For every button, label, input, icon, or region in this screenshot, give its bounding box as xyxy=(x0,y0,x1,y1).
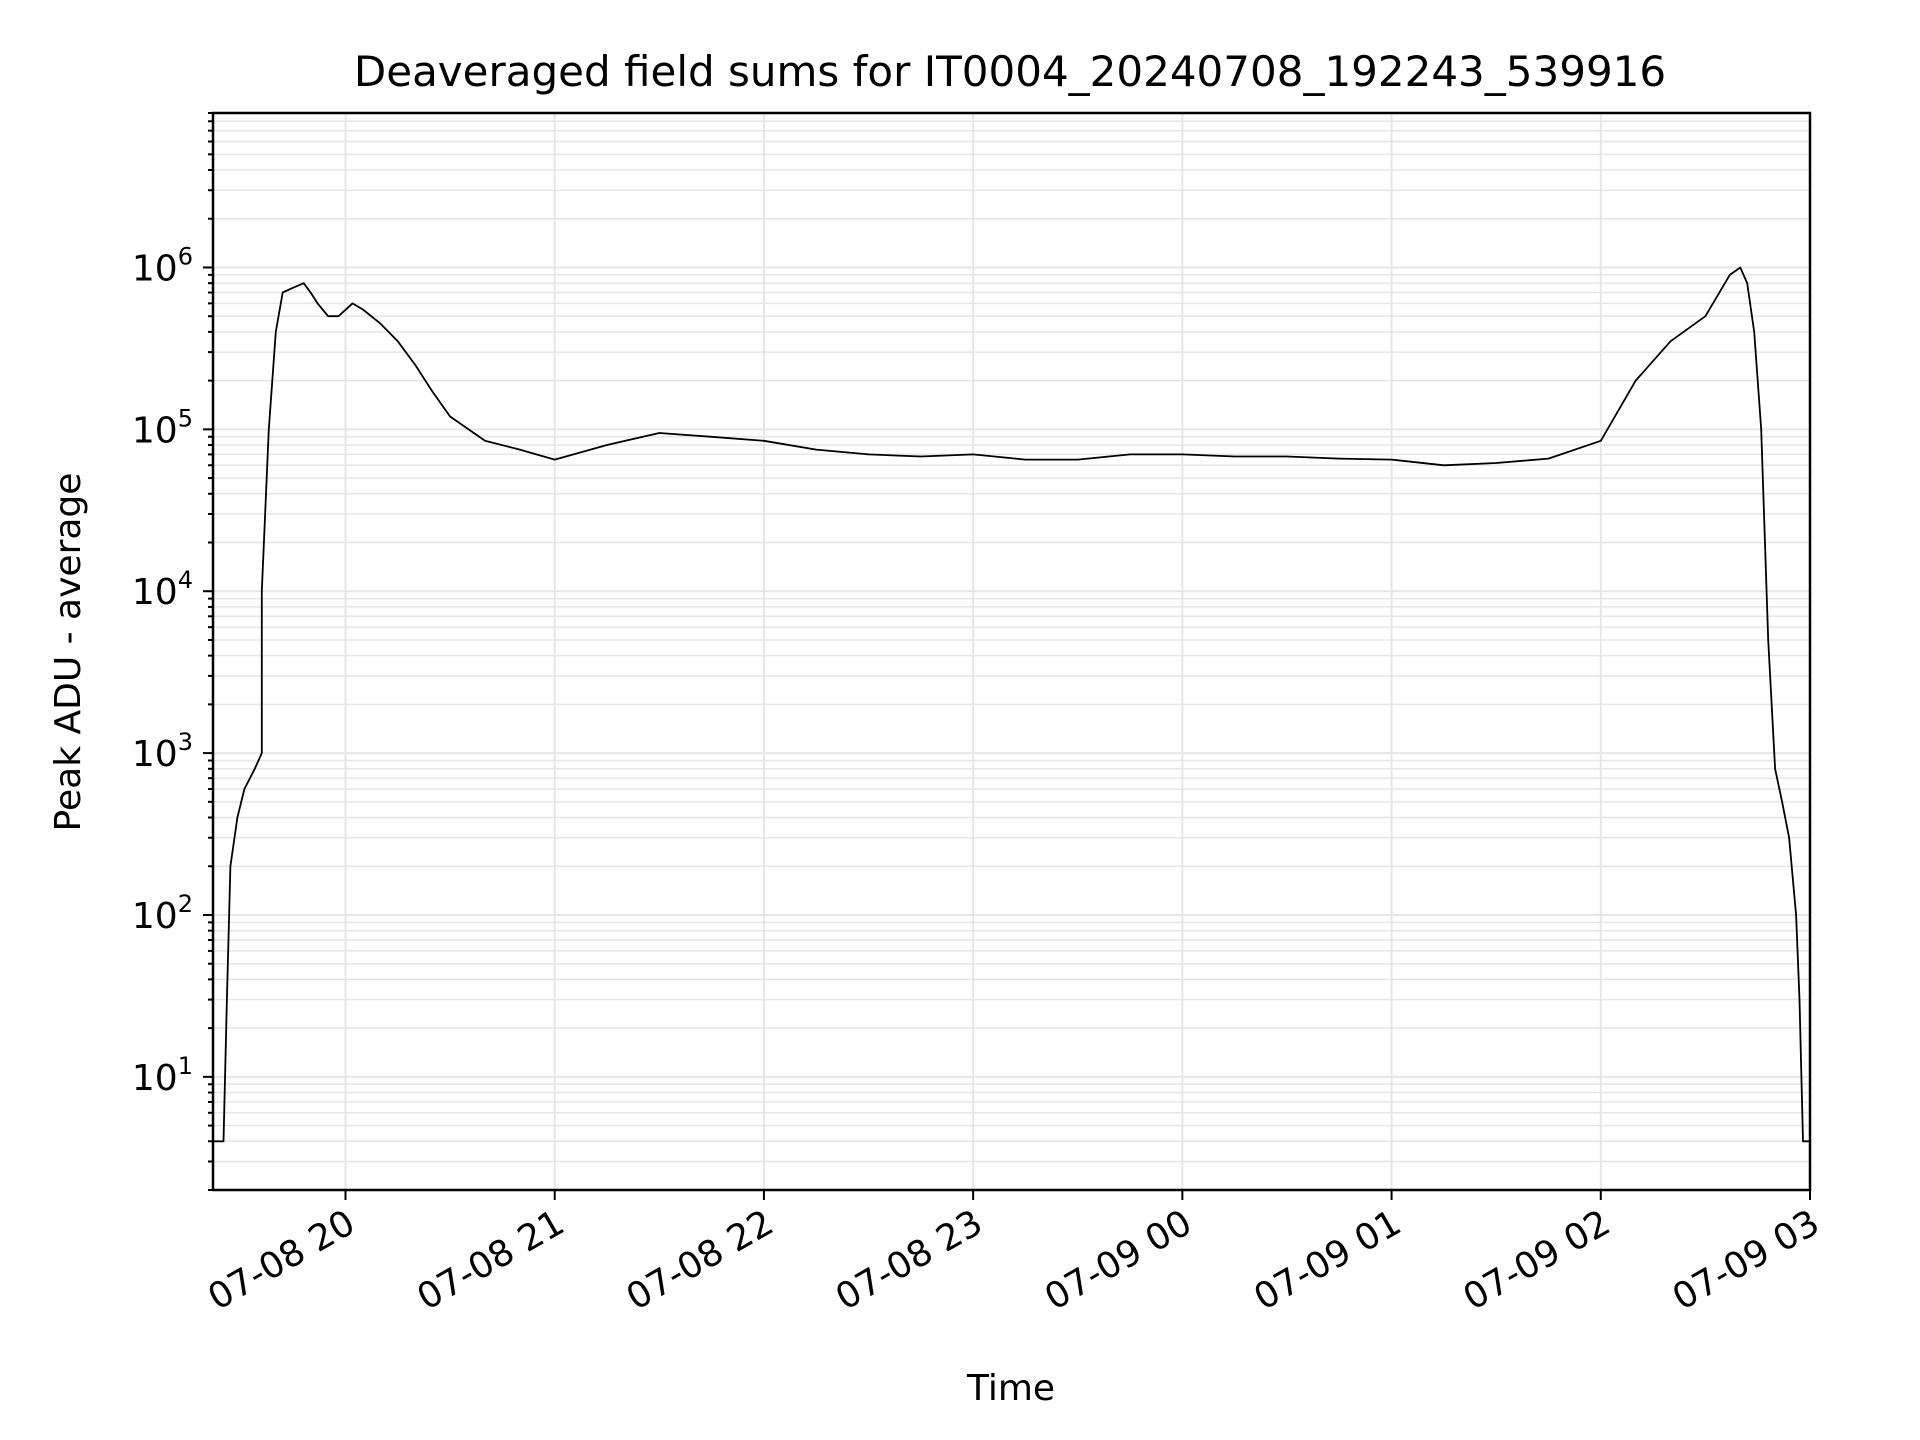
y-tick-label: 101 xyxy=(132,1052,193,1099)
y-tick-label: 106 xyxy=(132,242,193,289)
y-axis-label: Peak ADU - average xyxy=(48,473,89,832)
y-tick-label: 104 xyxy=(132,566,193,613)
series-line xyxy=(213,266,1810,1143)
y-tick-exponent: 3 xyxy=(178,728,193,756)
y-tick-exponent: 5 xyxy=(178,404,193,432)
y-tick-exponent: 2 xyxy=(178,890,193,918)
chart-title: Deaveraged field sums for IT0004_2024070… xyxy=(354,47,1666,96)
x-axis-label: Time xyxy=(966,1368,1055,1409)
y-tick-label: 102 xyxy=(132,890,193,937)
plot-frame xyxy=(211,111,1812,1192)
y-tick-exponent: 4 xyxy=(178,566,193,594)
y-tick-label: 103 xyxy=(132,728,193,775)
y-tick-base: 10 xyxy=(132,734,178,775)
grid xyxy=(213,112,1811,1191)
y-tick-base: 10 xyxy=(132,572,178,613)
y-tick-label: 105 xyxy=(132,404,193,451)
y-tick-base: 10 xyxy=(132,410,178,451)
y-tick-exponent: 6 xyxy=(178,242,193,270)
y-tick-exponent: 1 xyxy=(178,1052,193,1080)
y-tick-base: 10 xyxy=(132,896,178,937)
series-group xyxy=(213,266,1810,1143)
y-tick-base: 10 xyxy=(132,248,178,289)
y-tick-base: 10 xyxy=(132,1058,178,1099)
